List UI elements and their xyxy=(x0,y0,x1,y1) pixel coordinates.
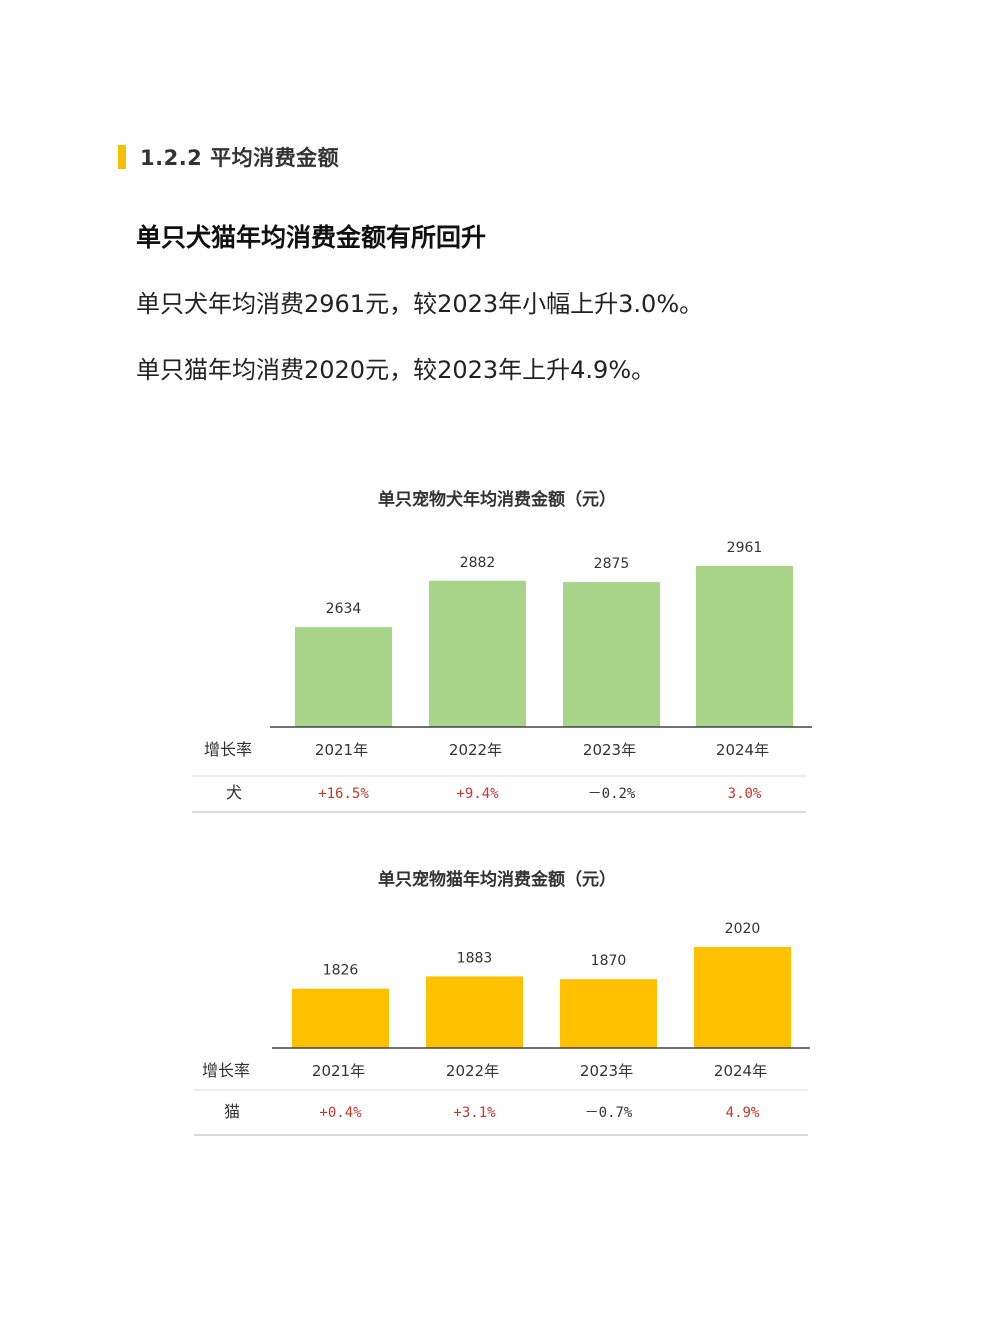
dog-value-label-1: 2634 xyxy=(326,601,362,617)
dog-growth-value-1: +16.5% xyxy=(318,786,369,802)
dog-value-label-3: 2875 xyxy=(594,556,630,572)
dog-category-label-4: 2024年 xyxy=(716,741,769,759)
headline: 单只犬猫年均消费金额有所回升 xyxy=(136,223,487,252)
dog-growth-header: 增长率 xyxy=(204,740,252,759)
section-header: 1.2.2 平均消费金额 xyxy=(118,142,339,172)
dog-category-label-2: 2022年 xyxy=(449,741,502,759)
dog-value-label-4: 2961 xyxy=(727,540,763,556)
cat-bar-2 xyxy=(426,976,523,1048)
dog-category-label-1: 2021年 xyxy=(315,741,368,759)
cat-bar-4 xyxy=(694,947,791,1048)
cat-bar-3 xyxy=(560,979,657,1048)
paragraph-dog: 单只犬年均消费2961元，较2023年小幅上升3.0%。 xyxy=(136,290,704,318)
cat-growth-value-2: +3.1% xyxy=(453,1105,496,1121)
cat-category-label-2: 2022年 xyxy=(446,1062,499,1080)
cat-growth-value-4: 4.9% xyxy=(726,1105,760,1121)
cat-bar-1 xyxy=(292,988,389,1048)
dog-growth-value-2: +9.4% xyxy=(456,786,499,802)
cat-growth-value-1: +0.4% xyxy=(319,1105,362,1121)
dog-bar-1 xyxy=(295,627,392,727)
cat-category-label-3: 2023年 xyxy=(580,1062,633,1080)
dog-chart-title: 单只宠物犬年均消费金额（元） xyxy=(378,489,616,510)
cat-category-label-1: 2021年 xyxy=(312,1062,365,1080)
paragraph-cat: 单只猫年均消费2020元，较2023年上升4.9%。 xyxy=(136,356,656,384)
cat-value-label-2: 1883 xyxy=(457,950,493,966)
dog-bar-3 xyxy=(563,582,660,727)
cat-value-label-3: 1870 xyxy=(591,953,627,969)
cat-chart-title: 单只宠物猫年均消费金额（元） xyxy=(378,869,616,890)
cat-growth-value-3: －0.7% xyxy=(585,1105,633,1121)
cat-growth-header: 增长率 xyxy=(202,1061,250,1080)
dog-bar-4 xyxy=(696,566,793,727)
cat-value-label-1: 1826 xyxy=(323,963,359,979)
dog-category-label-3: 2023年 xyxy=(583,741,636,759)
dog-growth-value-3: －0.2% xyxy=(588,786,636,802)
cat-growth-row-label: 猫 xyxy=(224,1102,240,1121)
section-accent-bar xyxy=(118,145,126,169)
section-title: 1.2.2 平均消费金额 xyxy=(140,146,340,170)
cat-category-label-4: 2024年 xyxy=(714,1062,767,1080)
dog-growth-row-label: 犬 xyxy=(226,783,242,802)
dog-growth-value-4: 3.0% xyxy=(728,786,762,802)
cat-value-label-4: 2020 xyxy=(725,921,761,937)
dog-value-label-2: 2882 xyxy=(460,555,496,571)
dog-bar-2 xyxy=(429,580,526,727)
